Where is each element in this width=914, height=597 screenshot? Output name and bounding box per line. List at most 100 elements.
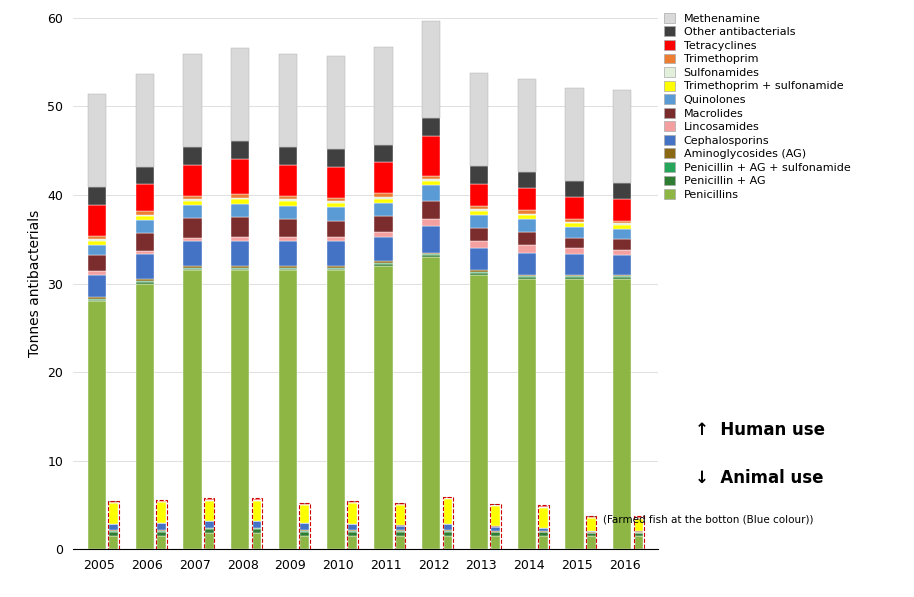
Bar: [231, 270, 250, 549]
Bar: [326, 236, 345, 241]
Bar: [422, 219, 441, 226]
Bar: [279, 219, 297, 236]
Bar: [566, 219, 583, 221]
Bar: [470, 209, 488, 211]
Bar: [396, 526, 405, 530]
Bar: [184, 201, 202, 205]
Bar: [135, 216, 154, 220]
Bar: [231, 269, 250, 270]
Bar: [205, 528, 214, 529]
Bar: [539, 536, 547, 549]
Bar: [279, 147, 297, 165]
Bar: [539, 507, 547, 528]
Bar: [88, 239, 106, 241]
Bar: [135, 251, 154, 254]
Bar: [566, 88, 583, 181]
Bar: [492, 533, 500, 536]
Bar: [539, 528, 547, 531]
Bar: [301, 523, 309, 530]
Bar: [88, 275, 106, 297]
Bar: [375, 263, 393, 264]
Bar: [566, 254, 583, 275]
Bar: [492, 506, 500, 526]
Bar: [326, 270, 345, 549]
Bar: [613, 199, 632, 221]
Bar: [396, 536, 405, 549]
Bar: [634, 536, 643, 549]
Bar: [634, 519, 643, 531]
Bar: [470, 211, 488, 214]
Bar: [326, 266, 345, 267]
Bar: [566, 275, 583, 276]
Bar: [184, 266, 202, 267]
Bar: [470, 228, 488, 241]
Bar: [470, 73, 488, 166]
Bar: [539, 533, 547, 536]
Bar: [348, 531, 356, 536]
Bar: [88, 271, 106, 275]
Bar: [88, 245, 106, 256]
Bar: [231, 198, 250, 199]
Bar: [279, 205, 297, 219]
Bar: [88, 298, 106, 300]
Bar: [231, 159, 250, 194]
Bar: [517, 275, 536, 276]
Bar: [566, 276, 583, 278]
Bar: [470, 270, 488, 272]
Bar: [279, 165, 297, 196]
Bar: [110, 536, 118, 549]
Bar: [88, 205, 106, 236]
Bar: [517, 253, 536, 275]
Bar: [613, 223, 632, 225]
Bar: [517, 232, 536, 245]
Bar: [443, 524, 452, 530]
Bar: [422, 256, 441, 257]
Bar: [517, 210, 536, 214]
Bar: [517, 279, 536, 549]
Bar: [422, 136, 441, 176]
Bar: [184, 269, 202, 270]
Bar: [88, 300, 106, 301]
Bar: [422, 185, 441, 201]
Bar: [613, 239, 632, 250]
Bar: [88, 241, 106, 245]
Bar: [375, 236, 393, 261]
Bar: [422, 226, 441, 253]
Bar: [348, 503, 356, 524]
Bar: [326, 201, 345, 203]
Bar: [157, 536, 165, 549]
Bar: [157, 523, 165, 530]
Bar: [613, 276, 632, 278]
Bar: [375, 216, 393, 232]
Bar: [279, 54, 297, 147]
Bar: [279, 241, 297, 266]
Bar: [492, 531, 500, 533]
Bar: [279, 196, 297, 199]
Bar: [375, 47, 393, 144]
Bar: [231, 266, 250, 267]
Bar: [135, 284, 154, 549]
Bar: [231, 236, 250, 241]
Bar: [566, 223, 583, 227]
Bar: [231, 194, 250, 198]
Bar: [110, 524, 118, 530]
Text: (Farmed fish at the botton (Blue colour)): (Farmed fish at the botton (Blue colour)…: [603, 515, 813, 524]
Bar: [470, 205, 488, 209]
Bar: [88, 297, 106, 298]
Bar: [613, 278, 632, 279]
Bar: [470, 183, 488, 205]
Bar: [470, 273, 488, 275]
Bar: [205, 500, 214, 521]
Bar: [231, 141, 250, 159]
Bar: [157, 531, 165, 536]
Legend: Methenamine, Other antibacterials, Tetracyclines, Trimethoprim, Sulfonamides, Tr: Methenamine, Other antibacterials, Tetra…: [659, 8, 855, 204]
Bar: [613, 183, 632, 199]
Bar: [184, 165, 202, 196]
Bar: [634, 531, 643, 533]
Bar: [613, 225, 632, 229]
Bar: [184, 270, 202, 549]
Bar: [517, 278, 536, 279]
Bar: [279, 199, 297, 201]
Bar: [470, 275, 488, 549]
Bar: [326, 198, 345, 201]
